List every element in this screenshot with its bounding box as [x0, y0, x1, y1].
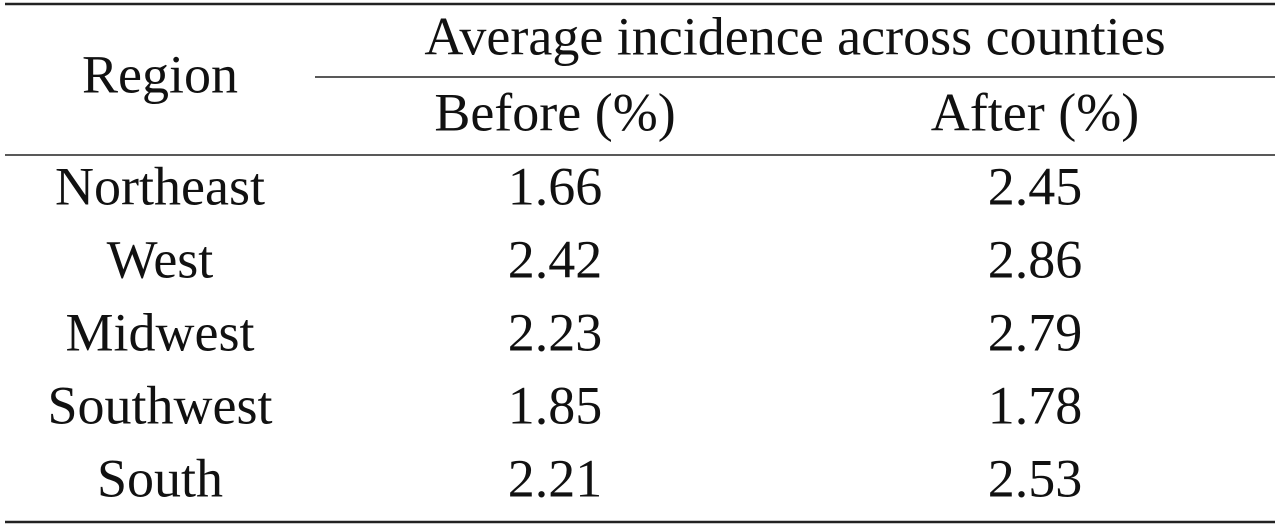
- cell-value: 2.42: [508, 229, 603, 289]
- cell-value: 2.79: [988, 302, 1083, 362]
- cell-value: 1.78: [988, 375, 1083, 435]
- column-header: After (%): [931, 82, 1139, 142]
- row-label: Midwest: [66, 302, 255, 362]
- region-header: Region: [82, 44, 238, 104]
- cell-value: 2.21: [508, 448, 603, 508]
- cell-value: 1.85: [508, 375, 603, 435]
- row-label: West: [107, 229, 214, 289]
- cell-value: 2.86: [988, 229, 1083, 289]
- row-label: Southwest: [47, 375, 272, 435]
- row-label: Northeast: [55, 156, 265, 216]
- group-header: Average incidence across counties: [424, 6, 1165, 66]
- cell-value: 2.45: [988, 156, 1083, 216]
- row-label: South: [97, 448, 223, 508]
- cell-value: 2.23: [508, 302, 603, 362]
- cell-value: 2.53: [988, 448, 1083, 508]
- column-header: Before (%): [434, 82, 675, 142]
- cell-value: 1.66: [508, 156, 603, 216]
